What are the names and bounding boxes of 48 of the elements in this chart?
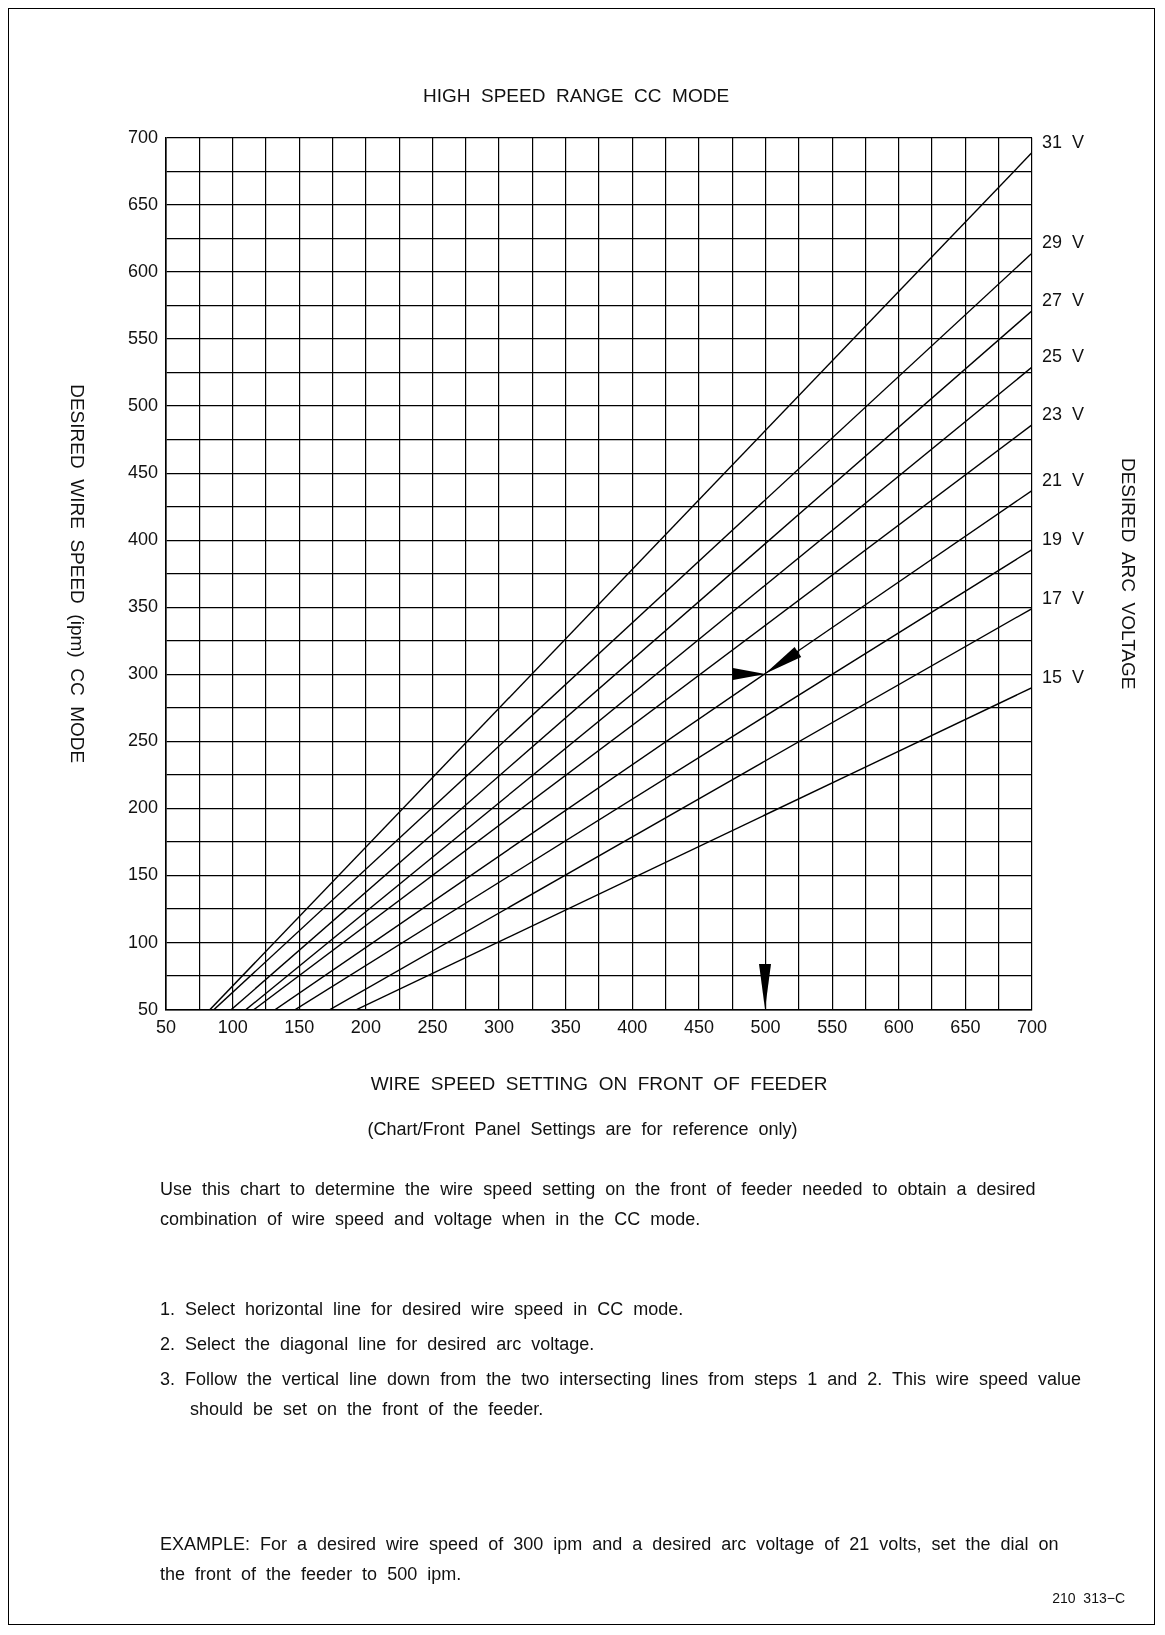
- series-label: 23 V: [1042, 403, 1085, 424]
- text: 3. Follow the vertical line down from the two intersecting lines from steps 1 and 2. This wire speed value should be set on the front of the feeder.: [160, 1368, 1083, 1421]
- x-axis-title: WIRE SPEED SETTING ON FRONT OF FEEDER: [370, 1072, 828, 1094]
- series-label: 19 V: [1042, 528, 1085, 549]
- y-tick-label: 200: [127, 797, 159, 818]
- y-tick-label: 50: [138, 998, 159, 1019]
- series-label: 25 V: [1042, 346, 1085, 367]
- x-tick-label: 50: [156, 1017, 177, 1038]
- y-tick-label: 150: [127, 864, 159, 885]
- series-label: 27 V: [1042, 289, 1085, 310]
- y-tick-label: 450: [127, 462, 159, 483]
- y-tick-label: 650: [127, 193, 159, 214]
- y2-axis-title: DESIRED ARC VOLTAGE: [1117, 457, 1139, 690]
- x-tick-label: 700: [1016, 1017, 1048, 1038]
- y-tick-label: 600: [127, 260, 159, 281]
- text: Use this chart to determine the wire speed setting on the front of feeder needed to obtain a desired combination of wire speed and voltage when in the CC mode.: [160, 1178, 1037, 1231]
- x-tick-label: 300: [484, 1017, 515, 1038]
- x-tick-label: 350: [550, 1017, 581, 1038]
- text: 210 313−C: [1052, 1588, 1125, 1608]
- y-tick-label: 400: [127, 529, 159, 550]
- x-tick-label: 500: [750, 1017, 781, 1038]
- y-tick-label: 250: [127, 730, 159, 751]
- series-label: 29 V: [1042, 232, 1085, 253]
- x-tick-label: 550: [817, 1017, 848, 1038]
- series-label: 17 V: [1042, 587, 1085, 608]
- x-tick-label: 600: [883, 1017, 914, 1038]
- y-tick-label: 500: [127, 395, 159, 416]
- x-tick-label: 150: [284, 1017, 315, 1038]
- x-tick-label: 250: [417, 1017, 448, 1038]
- y-tick-label: 550: [127, 327, 159, 348]
- x-tick-label: 100: [217, 1017, 248, 1038]
- text: 1. Select horizontal line for desired wire speed in CC mode.: [160, 1298, 685, 1321]
- y-tick-label: 300: [127, 663, 159, 684]
- series-label: 15 V: [1042, 666, 1085, 687]
- x-tick-label: 400: [617, 1017, 648, 1038]
- series-label: 21 V: [1042, 469, 1085, 490]
- text: 2. Select the diagonal line for desired arc voltage.: [160, 1333, 596, 1356]
- y-tick-label: 100: [127, 931, 159, 952]
- text: EXAMPLE: For a desired wire speed of 300 ipm and a desired arc voltage of 21 volts, set the dial on the front of the feeder to 500 ipm.: [160, 1533, 1060, 1586]
- y-axis-title: DESIRED WIRE SPEED (ipm) CC MODE: [66, 384, 88, 764]
- x-tick-label: 650: [950, 1017, 981, 1038]
- y-tick-label: 350: [127, 596, 159, 617]
- series-label: 31 V: [1042, 131, 1085, 152]
- x-tick-label: 450: [683, 1017, 714, 1038]
- text: (Chart/Front Panel Settings are for reference only): [366, 1118, 799, 1141]
- y-tick-label: 700: [127, 126, 159, 147]
- chart-title: HIGH SPEED RANGE CC MODE: [422, 84, 730, 106]
- x-tick-label: 200: [350, 1017, 381, 1038]
